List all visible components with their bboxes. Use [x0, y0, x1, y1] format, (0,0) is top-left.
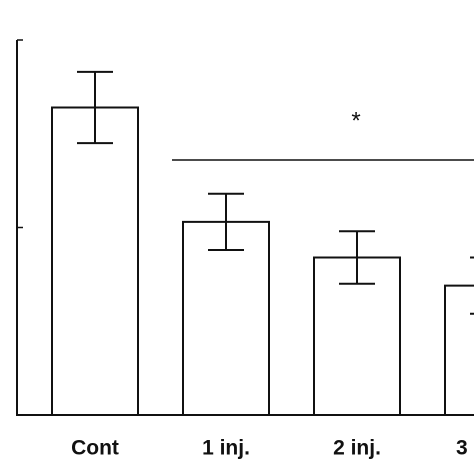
x-tick-label: 1 inj. — [202, 437, 250, 460]
bar — [51, 106, 139, 416]
x-tick-label: 2 inj. — [333, 437, 381, 460]
error-bar — [77, 70, 113, 145]
significance-mark: * — [351, 107, 360, 134]
x-tick-label: Cont — [71, 437, 119, 460]
error-bar — [208, 192, 244, 251]
error-bar — [339, 230, 375, 285]
x-tick-label: 3 — [456, 437, 468, 460]
bar — [444, 284, 474, 416]
bar — [182, 220, 270, 416]
